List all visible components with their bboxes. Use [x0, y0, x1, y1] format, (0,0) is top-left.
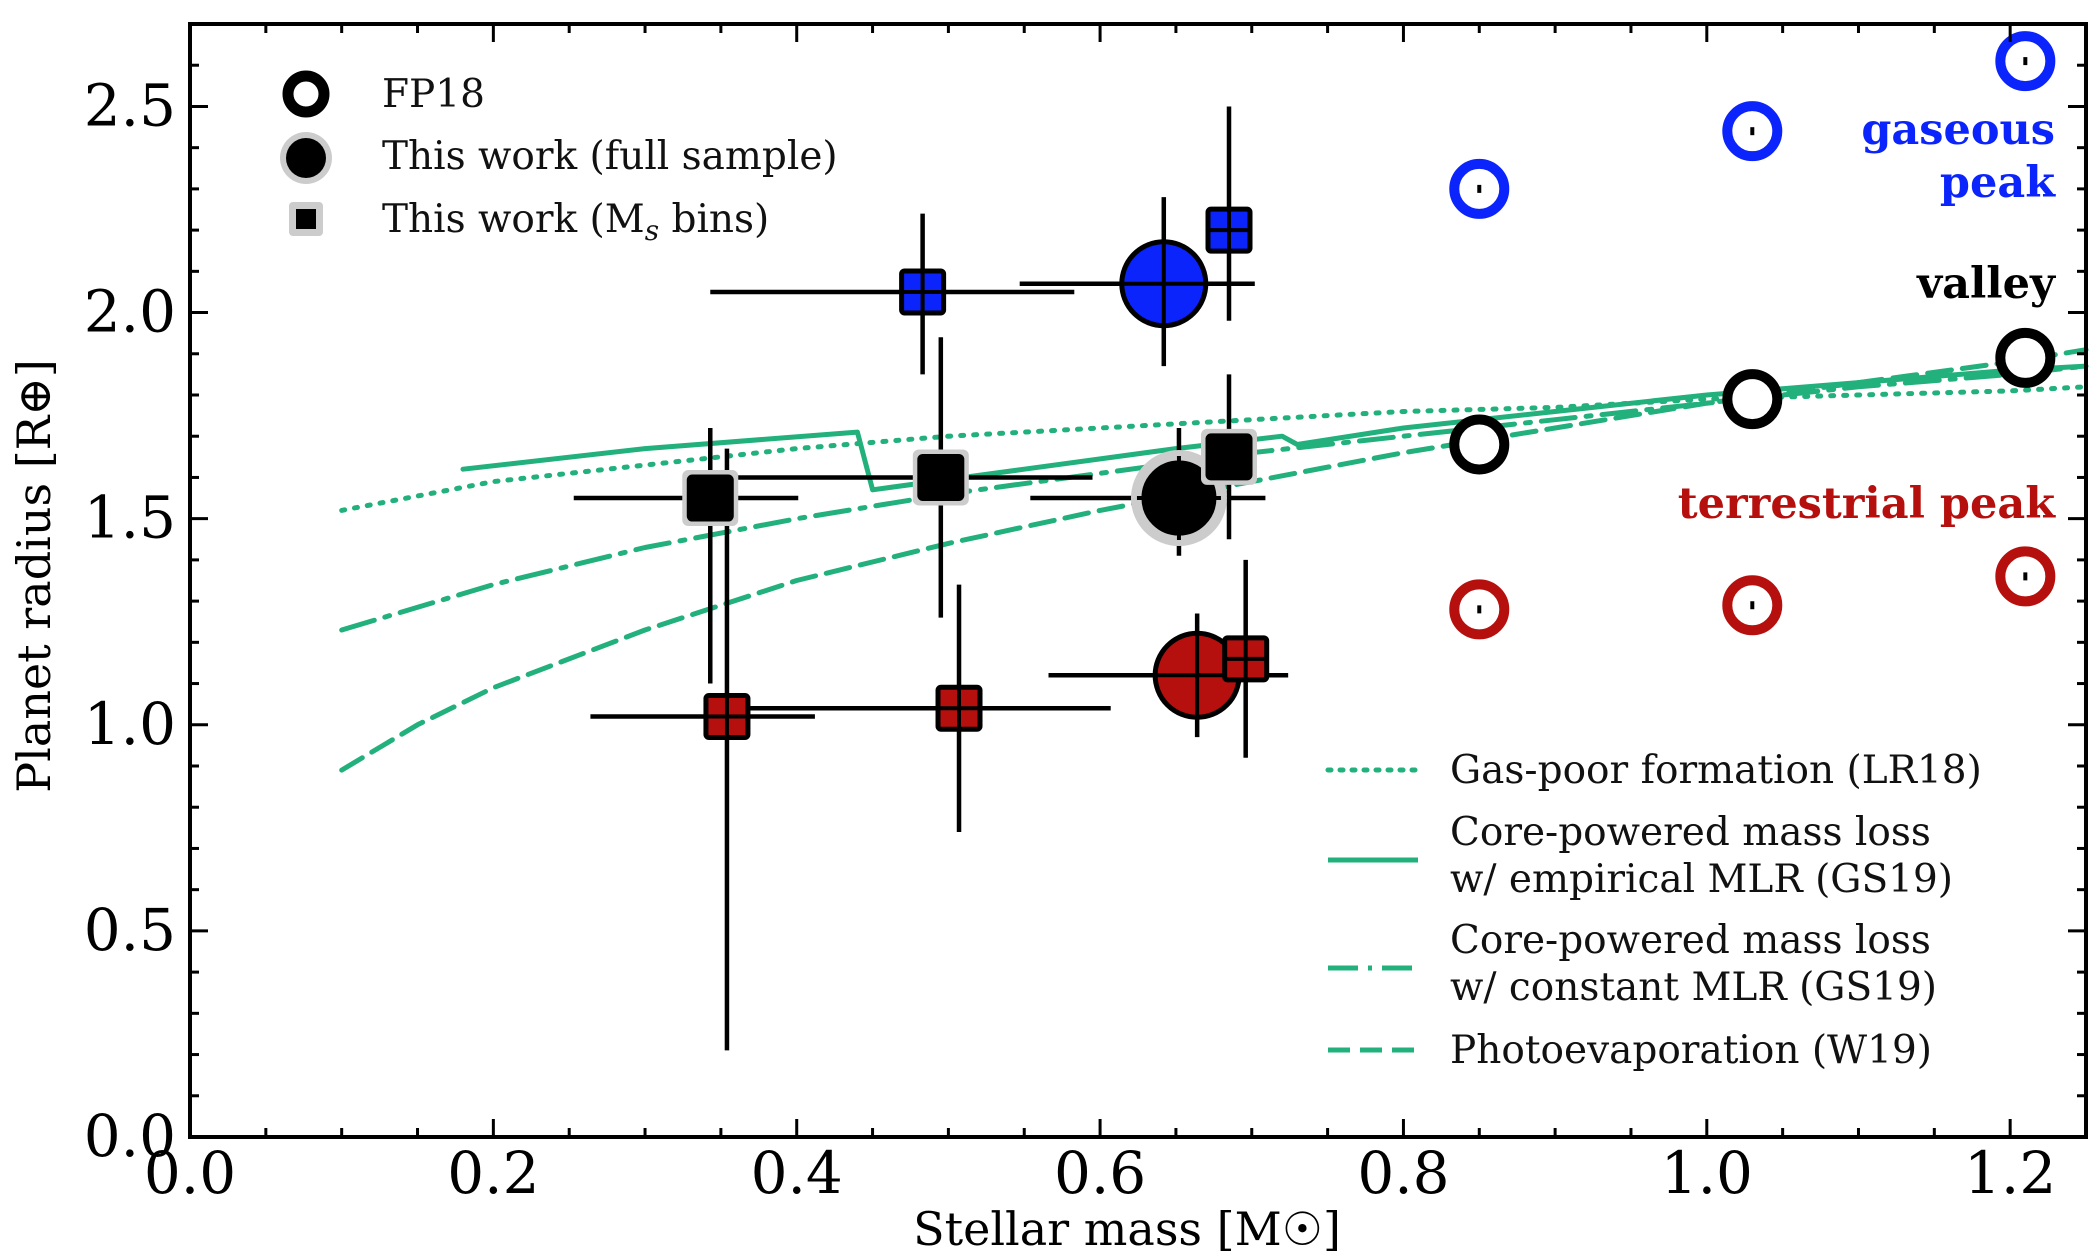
y-tick-label: 1.0 — [84, 690, 176, 758]
legend-marker-fp18 — [282, 70, 330, 118]
x-axis-title: Stellar mass [M☉] — [913, 1202, 1341, 1256]
x-tick-label: 1.0 — [1661, 1139, 1753, 1207]
x-tick-label: 1.2 — [1964, 1139, 2056, 1207]
legend-label-gs19-constant-2: w/ constant MLR (GS19) — [1450, 965, 1937, 1010]
model-curve-dotted — [339, 384, 2089, 513]
annotation-gaseous: gaseous — [1861, 105, 2055, 155]
x-tick-label: 0.0 — [144, 1139, 236, 1207]
x-tick-label: 0.2 — [447, 1139, 539, 1207]
legend-label-ms-bins: This work (Ms bins) — [382, 197, 769, 247]
annotation-terrestrial-peak: terrestrial peak — [1678, 479, 2056, 529]
x-tick-label: 0.8 — [1357, 1139, 1449, 1207]
fp18-point-valley — [1995, 327, 2056, 388]
data-markers — [682, 31, 2056, 741]
legend-marker-full-sample — [286, 138, 326, 178]
model-legend: Gas-poor formation (LR18) Core-powered m… — [1325, 748, 1982, 1073]
legend-marker-ms-bins — [296, 209, 316, 229]
y-axis-title: Planet radius [R⊕] — [7, 359, 61, 793]
y-tick-label: 0.5 — [84, 896, 176, 964]
legend-label-gs19-empirical-1: Core-powered mass loss — [1450, 810, 1931, 855]
legend-label-gs19-empirical-2: w/ empirical MLR (GS19) — [1450, 857, 1953, 902]
legend-label-gs19-constant-1: Core-powered mass loss — [1450, 918, 1931, 963]
axes: 0.0 0.2 0.4 0.6 0.8 1.0 1.2 0.0 0.5 1.0 1.5 2.0 2.5 — [84, 22, 2088, 1207]
fp18-point-valley — [1722, 369, 1783, 430]
legend-label-full-sample: This work (full sample) — [382, 134, 838, 179]
y-tick-label: 1.5 — [84, 484, 176, 552]
legend-label-fp18: FP18 — [382, 72, 485, 117]
annotation-peak: peak — [1940, 158, 2056, 208]
legend-label-lr18: Gas-poor formation (LR18) — [1450, 748, 1982, 793]
plot-frame — [188, 22, 2088, 1139]
y-tick-label: 2.0 — [84, 278, 176, 346]
legend-label-w19: Photoevaporation (W19) — [1450, 1028, 1932, 1073]
y-tick-label: 0.0 — [84, 1102, 176, 1170]
y-tick-label: 2.5 — [84, 71, 176, 139]
annotation-valley: valley — [1916, 259, 2057, 309]
marker-legend: FP18 This work (full sample) This work (… — [280, 70, 838, 247]
x-tick-label: 0.4 — [751, 1139, 843, 1207]
fp18-point-valley — [1449, 414, 1510, 475]
x-tick-label: 0.6 — [1054, 1139, 1146, 1207]
